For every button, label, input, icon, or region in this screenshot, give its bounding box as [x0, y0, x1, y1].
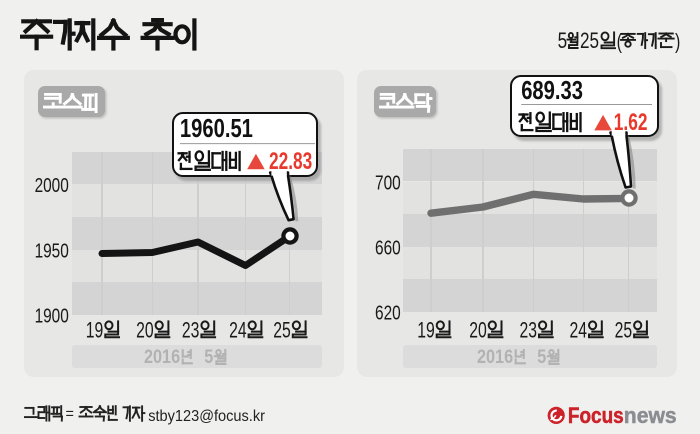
- svg-text:20: 20: [136, 318, 154, 343]
- svg-text:19: 19: [417, 318, 435, 343]
- svg-text:19: 19: [86, 318, 104, 343]
- svg-text:): ): [675, 31, 680, 53]
- svg-text:22.83: 22.83: [269, 148, 312, 174]
- svg-text:24: 24: [569, 318, 587, 343]
- svg-text:25: 25: [614, 318, 632, 343]
- svg-text:660: 660: [375, 237, 401, 259]
- svg-text:2000: 2000: [35, 174, 69, 196]
- svg-text:5: 5: [557, 31, 567, 53]
- svg-text:2016: 2016: [477, 346, 513, 368]
- svg-text:stby123@focus.kr: stby123@focus.kr: [148, 407, 265, 424]
- svg-text:5: 5: [204, 346, 213, 368]
- svg-text:24: 24: [229, 318, 247, 343]
- svg-text:1960.51: 1960.51: [180, 115, 253, 143]
- svg-text:=: =: [66, 405, 75, 423]
- svg-text:Focus: Focus: [568, 406, 624, 428]
- svg-text:23: 23: [182, 318, 200, 343]
- svg-text:news: news: [624, 406, 677, 428]
- svg-text:(: (: [616, 31, 622, 53]
- svg-text:23: 23: [519, 318, 537, 343]
- svg-text:1900: 1900: [35, 305, 69, 327]
- svg-text:25: 25: [580, 31, 599, 53]
- svg-text:689.33: 689.33: [521, 78, 583, 104]
- svg-text:1.62: 1.62: [613, 110, 647, 134]
- svg-text:2016: 2016: [144, 346, 180, 368]
- svg-text:620: 620: [375, 302, 401, 324]
- svg-text:700: 700: [375, 171, 401, 193]
- svg-text:5: 5: [537, 346, 546, 368]
- svg-text:25: 25: [273, 318, 291, 343]
- svg-text:1950: 1950: [35, 239, 69, 261]
- svg-text:20: 20: [469, 318, 487, 343]
